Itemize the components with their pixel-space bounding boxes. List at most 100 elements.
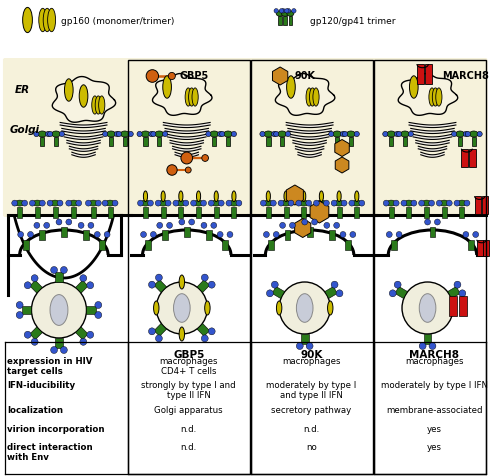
Circle shape	[272, 281, 278, 288]
Polygon shape	[152, 74, 212, 115]
Circle shape	[60, 347, 68, 354]
Ellipse shape	[196, 191, 200, 202]
Bar	[61, 227, 67, 237]
Ellipse shape	[408, 131, 414, 137]
Bar	[146, 239, 152, 249]
Ellipse shape	[284, 191, 288, 202]
Text: yes: yes	[427, 425, 442, 434]
Ellipse shape	[429, 88, 435, 106]
Circle shape	[292, 9, 296, 13]
Ellipse shape	[162, 131, 168, 137]
Ellipse shape	[194, 200, 203, 206]
Text: no: no	[306, 443, 317, 452]
Ellipse shape	[352, 200, 362, 206]
Bar	[83, 230, 89, 240]
Bar	[266, 137, 270, 146]
Ellipse shape	[342, 131, 347, 137]
Ellipse shape	[466, 131, 470, 137]
Circle shape	[394, 200, 399, 206]
Circle shape	[76, 200, 82, 206]
Ellipse shape	[440, 200, 449, 206]
Circle shape	[411, 200, 417, 206]
Text: macrophages
CD4+ T cells: macrophages CD4+ T cells	[160, 357, 218, 377]
Circle shape	[44, 222, 50, 228]
Bar	[462, 149, 468, 168]
Ellipse shape	[287, 11, 294, 16]
Ellipse shape	[158, 200, 168, 206]
Ellipse shape	[179, 327, 184, 341]
Ellipse shape	[282, 200, 290, 206]
Circle shape	[331, 200, 337, 206]
Ellipse shape	[50, 200, 59, 206]
Bar	[417, 64, 424, 84]
Text: MARCH8: MARCH8	[410, 350, 460, 360]
Ellipse shape	[212, 200, 221, 206]
Circle shape	[47, 200, 53, 206]
Circle shape	[340, 231, 346, 238]
Bar	[35, 207, 40, 218]
Text: Golgi: Golgi	[10, 125, 40, 135]
Circle shape	[418, 200, 424, 206]
Bar	[91, 207, 96, 218]
Circle shape	[201, 222, 207, 228]
Bar	[184, 227, 190, 237]
Ellipse shape	[260, 131, 265, 137]
Circle shape	[57, 200, 63, 206]
Circle shape	[464, 200, 470, 206]
Circle shape	[341, 200, 347, 206]
Text: localization: localization	[7, 406, 63, 415]
Polygon shape	[448, 287, 460, 298]
Polygon shape	[395, 287, 407, 298]
Circle shape	[434, 219, 440, 225]
Circle shape	[306, 200, 312, 206]
Circle shape	[202, 274, 208, 281]
Ellipse shape	[95, 96, 102, 114]
Bar	[484, 240, 490, 256]
Polygon shape	[335, 157, 349, 173]
Ellipse shape	[116, 131, 121, 137]
Polygon shape	[197, 280, 209, 292]
Bar	[108, 207, 112, 218]
Ellipse shape	[161, 191, 165, 202]
Circle shape	[202, 155, 208, 161]
Ellipse shape	[396, 131, 402, 137]
Text: macrophages: macrophages	[282, 357, 341, 366]
Circle shape	[296, 343, 303, 349]
Bar	[222, 239, 228, 249]
Polygon shape	[52, 77, 116, 122]
Ellipse shape	[274, 131, 279, 137]
Bar	[22, 239, 28, 249]
Bar	[460, 207, 464, 218]
Ellipse shape	[89, 200, 98, 206]
Bar	[17, 207, 22, 218]
Text: macrophages: macrophages	[405, 357, 464, 366]
Bar	[335, 137, 340, 146]
Circle shape	[454, 281, 461, 288]
Circle shape	[50, 347, 58, 354]
Bar	[345, 239, 351, 249]
Circle shape	[280, 9, 283, 13]
Ellipse shape	[230, 200, 238, 206]
Circle shape	[150, 231, 156, 238]
Ellipse shape	[328, 301, 333, 315]
Ellipse shape	[278, 131, 286, 137]
Circle shape	[18, 231, 24, 238]
Ellipse shape	[410, 76, 418, 98]
Ellipse shape	[320, 191, 324, 202]
Circle shape	[436, 200, 442, 206]
Circle shape	[278, 200, 284, 206]
Ellipse shape	[22, 8, 32, 32]
Circle shape	[270, 200, 276, 206]
Bar	[71, 207, 76, 218]
Circle shape	[60, 267, 68, 274]
Circle shape	[284, 9, 289, 13]
Circle shape	[66, 200, 71, 206]
Polygon shape	[154, 324, 166, 336]
Circle shape	[168, 72, 175, 79]
Ellipse shape	[394, 131, 400, 137]
Ellipse shape	[400, 131, 409, 137]
Circle shape	[31, 338, 38, 345]
Circle shape	[156, 282, 208, 334]
Bar	[144, 137, 148, 146]
Circle shape	[296, 200, 302, 206]
